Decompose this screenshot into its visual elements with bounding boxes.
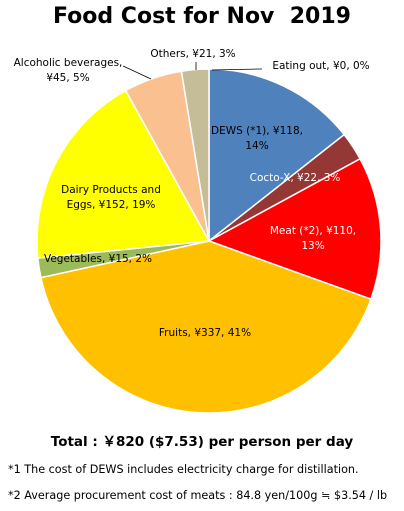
pie-slice-dairy-products-and-eggs xyxy=(36,89,211,259)
footnote-dews: *1 The cost of DEWS includes electricity… xyxy=(8,463,359,476)
slice-label-eating-out: Eating out, ¥0, 0% xyxy=(272,60,369,72)
leader-lines xyxy=(122,62,263,80)
slice-label-dews-1: DEWS (*1), ¥118, 14% xyxy=(211,125,303,152)
slice-label-cocto-x: Cocto-X, ¥22, 3% xyxy=(250,172,341,184)
slice-label-dairy-products-and-eggs: Dairy Products and Eggs, ¥152, 19% xyxy=(61,184,161,211)
chart-title: Food Cost for Nov 2019 xyxy=(53,4,351,29)
slice-label-others: Others, ¥21, 3% xyxy=(150,48,235,60)
pie-slice-meat-2 xyxy=(207,157,382,301)
slice-label-vegetables: Vegetables, ¥15, 2% xyxy=(44,253,152,265)
leader-line-eating-out xyxy=(211,68,263,71)
total-summary: Total : ￥820 ($7.53) per person per day xyxy=(50,434,354,450)
slice-label-fruits: Fruits, ¥337, 41% xyxy=(159,327,251,339)
pie-slice-others xyxy=(180,68,210,242)
slice-label-meat-2: Meat (*2), ¥110, 13% xyxy=(270,225,356,252)
footnote-meat: *2 Average procurement cost of meats : 8… xyxy=(8,489,388,502)
slice-labels: DEWS (*1), ¥118, 14% Cocto-X, ¥22, 3% Meat … xyxy=(14,48,370,339)
pie-slice-fruits xyxy=(40,240,372,414)
slice-label-alcoholic-beverages: Alcoholic beverages, ¥45, 5% xyxy=(14,57,123,84)
pie-slices xyxy=(36,68,382,414)
pie-chart: DEWS (*1), ¥118, 14% Cocto-X, ¥22, 3% Meat … xyxy=(14,48,382,414)
leader-line-alcoholic-beverages xyxy=(122,65,152,80)
